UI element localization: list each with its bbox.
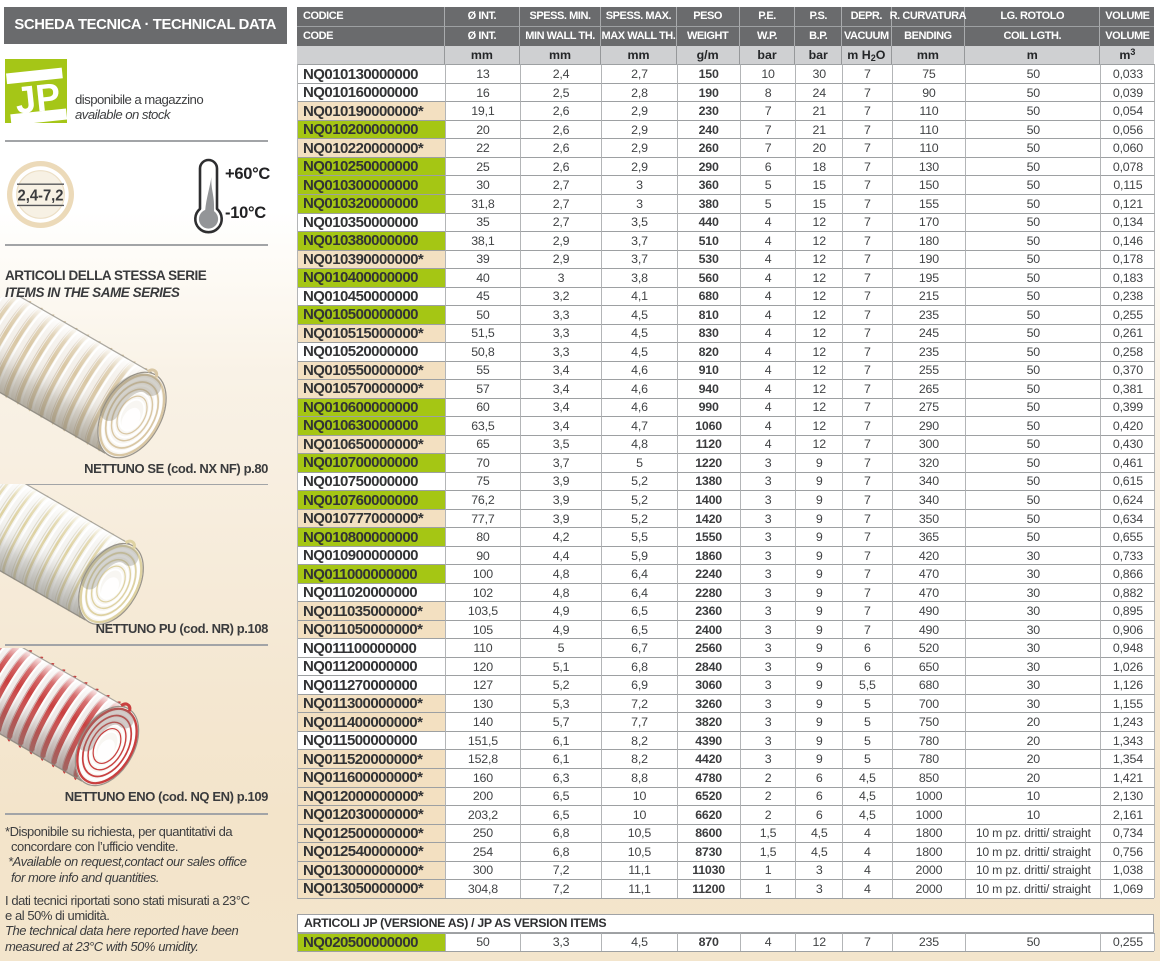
svg-text:2,4-7,2: 2,4-7,2 [18, 188, 64, 205]
svg-text:JP: JP [13, 76, 62, 122]
